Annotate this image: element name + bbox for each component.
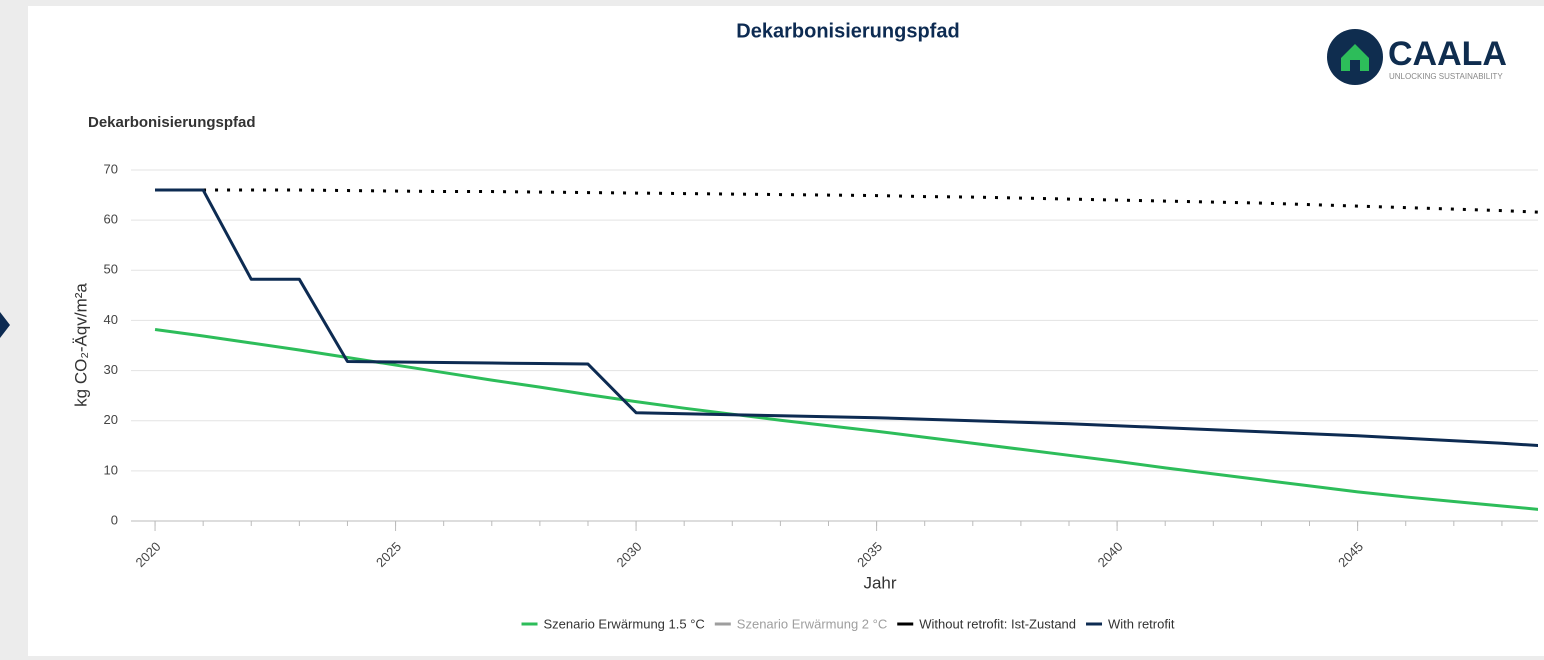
legend-label: Szenario Erwärmung 1.5 °C [544, 616, 705, 631]
series-line [155, 188, 1538, 448]
y-axis-label: kg CO₂-Äqv/m²a [71, 283, 90, 407]
y-tick-label: 50 [104, 262, 118, 277]
logo-text: CAALA [1388, 35, 1507, 73]
logo: CAALA UNLOCKING SUSTAINABILITY [1327, 29, 1507, 85]
logo-door [1350, 60, 1360, 71]
y-tick-label: 60 [104, 212, 118, 227]
y-tick-label: 20 [104, 412, 118, 427]
x-axis-label: Jahr [863, 573, 896, 592]
legend: Szenario Erwärmung 1.5 °C Szenario Erwärm… [521, 616, 1175, 631]
y-tick-label: 30 [104, 362, 118, 377]
legend-label: With retrofit [1108, 616, 1175, 631]
legend-label: Szenario Erwärmung 2 °C [737, 616, 887, 631]
y-tick-label: 70 [104, 161, 118, 176]
y-tick-label: 10 [104, 462, 118, 477]
y-tick-label: 40 [104, 312, 118, 327]
card [28, 6, 1544, 656]
chart-subtitle: Dekarbonisierungspfad [88, 114, 256, 131]
series-line [155, 188, 1538, 214]
logo-tagline: UNLOCKING SUSTAINABILITY [1389, 72, 1503, 81]
plot-series [154, 188, 1538, 511]
side-arrow [0, 312, 10, 338]
logo-house [1341, 44, 1369, 71]
chart-title: Dekarbonisierungspfad [736, 20, 959, 42]
legend-label: Without retrofit: Ist-Zustand [919, 616, 1076, 631]
series-line [154, 327, 1538, 511]
y-tick-label: 0 [111, 512, 118, 527]
